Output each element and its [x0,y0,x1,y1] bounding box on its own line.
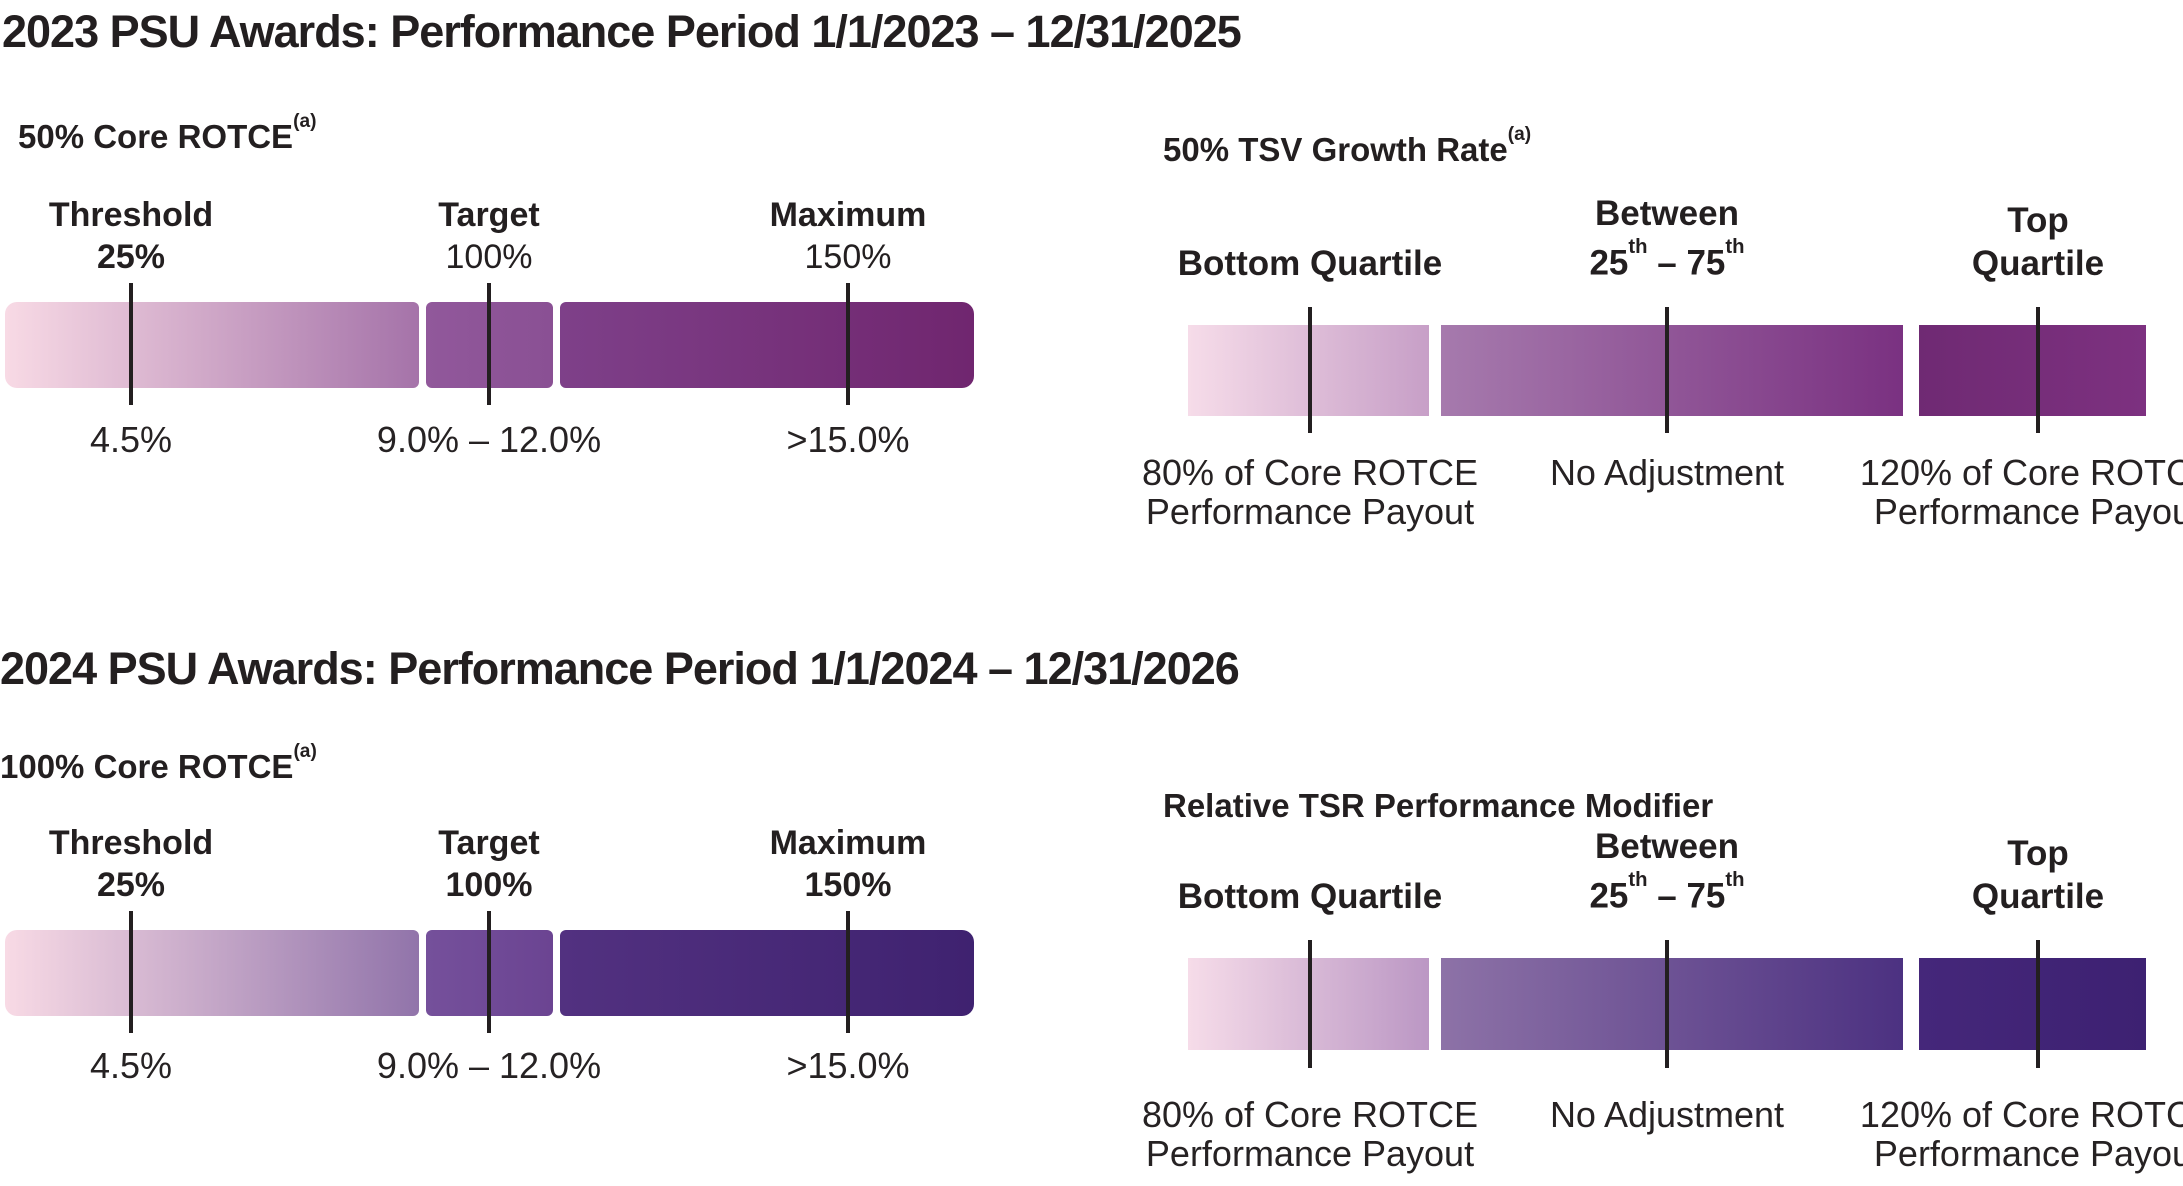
tick-line-maximum [846,283,850,405]
tick-line-bottom-quartile [1308,307,1312,433]
marker-label-line2: Quartile [1971,877,2105,916]
marker-label-line2: 100% [445,238,533,276]
marker-label-bottom-quartile: Bottom Quartile [1090,242,1530,285]
tick-line-between-quartiles [1665,940,1669,1068]
chart-title-text: 50% Core ROTCE [18,118,294,155]
marker-value-threshold: 4.5% [89,1045,173,1086]
bar-segment-threshold [5,930,419,1016]
bar-segment-between-quartiles [1441,325,1903,416]
marker-value-top-quartile: 120% of Core ROTCE Performance Payout [1859,1094,2183,1174]
tick-line-maximum [846,911,850,1033]
chart-title-text: 50% TSV Growth Rate [1163,131,1508,168]
section-title-2024: 2024 PSU Awards: Performance Period 1/1/… [0,643,1240,694]
marker-label-between-quartiles: Between 25th – 75th [1447,825,1887,918]
marker-label-line2: 150% [804,866,892,904]
marker-value-between-quartiles: No Adjustment [1549,1094,1785,1135]
tick-line-target [487,911,491,1033]
marker-label-line1: Maximum [769,196,927,234]
marker-label-threshold: Threshold 25% [0,822,311,906]
marker-label-line1: Top [2007,201,2069,240]
marker-label-target: Target 100% [309,194,669,278]
marker-label-line1: Threshold [48,824,214,862]
marker-value-maximum: >15.0% [786,419,910,460]
marker-label-top-quartile: Top Quartile [1818,832,2183,918]
marker-label-line2: Bottom Quartile [1177,877,1443,916]
tick-line-top-quartile [2036,307,2040,433]
chart-title-text: Relative TSR Performance Modifier [1163,787,1714,824]
marker-label-maximum: Maximum 150% [668,194,1028,278]
marker-label-maximum: Maximum 150% [668,822,1028,906]
bar-segment-top-quartile [1919,325,2146,416]
marker-label-line1: Between [1595,827,1739,867]
chart-title-2023-tsv-growth: 50% TSV Growth Rate(a) [1163,124,1531,169]
marker-label-line2: 25% [96,238,166,276]
tick-line-bottom-quartile [1308,940,1312,1068]
marker-label-bottom-quartile: Bottom Quartile [1090,875,1530,918]
marker-value-target: 9.0% – 12.0% [376,419,602,460]
marker-value-bottom-quartile: 80% of Core ROTCE Performance Payout [1141,1094,1479,1174]
bar-segment-top-quartile [1919,958,2146,1050]
marker-label-line1: Target [438,196,540,234]
marker-label-top-quartile: Top Quartile [1818,199,2183,285]
marker-label-line2: Quartile [1971,244,2105,283]
marker-label-line2: 25th – 75th [1589,236,1745,283]
marker-value-threshold: 4.5% [89,419,173,460]
bar-segment-maximum [560,302,974,388]
marker-label-line2: 25th – 75th [1589,869,1745,916]
marker-label-between-quartiles: Between 25th – 75th [1447,192,1887,285]
marker-label-line1: Target [438,824,540,862]
marker-value-bottom-quartile: 80% of Core ROTCE Performance Payout [1141,452,1479,532]
marker-label-threshold: Threshold 25% [0,194,311,278]
marker-label-line1: Maximum [769,824,927,862]
marker-label-line1: Top [2007,834,2069,873]
bar-segment-threshold [5,302,419,388]
bar-segment-maximum [560,930,974,1016]
marker-value-between-quartiles: No Adjustment [1549,452,1785,493]
marker-value-target: 9.0% – 12.0% [376,1045,602,1086]
marker-value-maximum: >15.0% [786,1045,910,1086]
bar-segment-between-quartiles [1441,958,1903,1050]
chart-title-2024-relative-tsr: Relative TSR Performance Modifier [1163,787,1713,825]
marker-label-target: Target 100% [309,822,669,906]
chart-title-2024-core-rotce: 100% Core ROTCE(a) [0,741,317,786]
marker-label-line2: 25% [96,866,166,904]
tick-line-between-quartiles [1665,307,1669,433]
marker-label-line1: Threshold [48,196,214,234]
marker-value-top-quartile: 120% of Core ROTCE Performance Payout [1859,452,2183,532]
marker-label-line1: Between [1595,194,1739,234]
footnote-a-icon: (a) [1507,124,1532,146]
tick-line-threshold [129,911,133,1033]
footnote-a-icon: (a) [293,741,317,763]
marker-label-line2: Bottom Quartile [1177,244,1443,283]
chart-title-2023-core-rotce: 50% Core ROTCE(a) [18,111,316,156]
tick-line-top-quartile [2036,940,2040,1068]
chart-title-text: 100% Core ROTCE [0,748,294,785]
footnote-a-icon: (a) [293,111,317,133]
marker-label-line2: 150% [804,238,892,276]
tick-line-target [487,283,491,405]
marker-label-line2: 100% [445,866,533,904]
section-title-2023: 2023 PSU Awards: Performance Period 1/1/… [2,6,1242,57]
tick-line-threshold [129,283,133,405]
